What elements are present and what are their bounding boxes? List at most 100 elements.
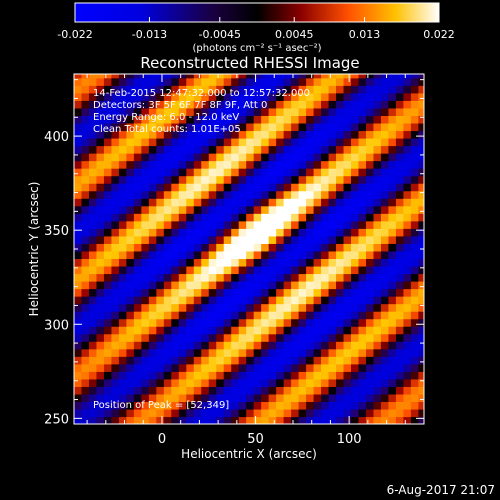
heatmap-cell: [178, 333, 187, 342]
heatmap-cell: [148, 115, 157, 124]
heatmap-cell: [403, 130, 412, 139]
heatmap-cell: [88, 311, 98, 320]
heatmap-cell: [223, 363, 232, 372]
heatmap-cell: [276, 220, 285, 229]
heatmap-cell: [328, 74, 337, 79]
heatmap-cell: [118, 220, 128, 229]
heatmap-cell: [231, 243, 240, 252]
heatmap-cell: [201, 228, 210, 237]
heatmap-cell: [276, 296, 285, 305]
heatmap-cell: [246, 356, 255, 365]
heatmap-cell: [193, 115, 202, 124]
heatmap-cell: [133, 303, 142, 312]
x-axis-label: Heliocentric X (arcsec): [181, 447, 317, 461]
heatmap-cell: [186, 408, 195, 418]
heatmap-cell: [238, 311, 247, 320]
heatmap-cell: [343, 288, 352, 297]
heatmap-cell: [96, 228, 105, 237]
heatmap-cell: [186, 363, 195, 372]
heatmap-cell: [418, 408, 424, 418]
heatmap-cell: [380, 265, 390, 275]
heatmap-cell: [336, 280, 345, 290]
heatmap-cell: [418, 92, 424, 101]
heatmap-cell: [81, 378, 90, 387]
heatmap-cell: [388, 371, 397, 380]
heatmap-cell: [403, 363, 412, 372]
heatmap-cell: [313, 205, 322, 214]
heatmap-cell: [223, 356, 232, 365]
heatmap-cell: [156, 258, 165, 267]
heatmap-cell: [380, 333, 390, 342]
heatmap-cell: [178, 228, 187, 237]
heatmap-cell: [321, 74, 330, 79]
heatmap-cell: [133, 333, 142, 342]
heatmap-cell: [328, 85, 337, 94]
heatmap-cell: [328, 190, 337, 199]
heatmap-cell: [410, 288, 419, 297]
heatmap-cell: [268, 74, 277, 79]
heatmap-cell: [126, 318, 135, 327]
heatmap-cell: [178, 296, 187, 305]
heatmap-cell: [96, 333, 105, 342]
heatmap-cell: [208, 265, 217, 275]
heatmap-cell: [298, 122, 307, 132]
heatmap-cell: [148, 228, 157, 237]
heatmap-cell: [118, 235, 128, 244]
heatmap-cell: [246, 348, 255, 357]
heatmap-cell: [373, 198, 382, 207]
heatmap-cell: [74, 85, 83, 94]
heatmap-cell: [186, 401, 195, 410]
heatmap-cell: [388, 175, 397, 184]
heatmap-cell: [208, 363, 217, 372]
heatmap-cell: [216, 250, 225, 260]
heatmap-cell: [208, 183, 217, 192]
heatmap-cell: [111, 122, 120, 132]
heatmap-cell: [395, 348, 405, 357]
heatmap-cell: [208, 288, 217, 297]
heatmap-cell: [238, 175, 247, 184]
heatmap-cell: [358, 296, 367, 305]
heatmap-cell: [223, 416, 232, 424]
heatmap-cell: [298, 341, 307, 350]
heatmap-cell: [418, 107, 424, 116]
heatmap-cell: [148, 326, 157, 335]
heatmap-cell: [276, 77, 285, 86]
heatmap-cell: [156, 205, 165, 214]
heatmap-cell: [96, 303, 105, 312]
heatmap-cell: [306, 145, 315, 154]
heatmap-cell: [103, 77, 113, 86]
heatmap-cell: [126, 235, 135, 244]
heatmap-cell: [336, 401, 345, 410]
heatmap-cell: [81, 228, 90, 237]
heatmap-cell: [336, 250, 345, 260]
heatmap-cell: [186, 416, 195, 424]
heatmap-cell: [186, 326, 195, 335]
heatmap-cell: [103, 386, 113, 395]
heatmap-cell: [343, 190, 352, 199]
heatmap-cell: [313, 386, 322, 395]
heatmap-cell: [343, 175, 352, 184]
heatmap-cell: [178, 386, 187, 395]
heatmap-cell: [171, 288, 180, 297]
heatmap-cell: [223, 100, 232, 109]
heatmap-cell: [133, 288, 142, 297]
heatmap-cell: [298, 288, 307, 297]
heatmap-cell: [103, 333, 113, 342]
heatmap-cell: [365, 280, 375, 290]
heatmap-cell: [306, 220, 315, 229]
heatmap-cell: [111, 100, 120, 109]
heatmap-cell: [81, 243, 90, 252]
heatmap-cell: [118, 160, 128, 169]
heatmap-cell: [328, 122, 337, 132]
heatmap-cell: [103, 220, 113, 229]
heatmap-cell: [283, 311, 292, 320]
heatmap-cell: [133, 235, 142, 244]
heatmap-cell: [216, 258, 225, 267]
heatmap-cell: [178, 318, 187, 327]
heatmap-cell: [403, 235, 412, 244]
heatmap-cell: [261, 183, 270, 192]
heatmap-cell: [126, 228, 135, 237]
heatmap-cell: [223, 401, 232, 410]
heatmap-cell: [298, 168, 307, 177]
